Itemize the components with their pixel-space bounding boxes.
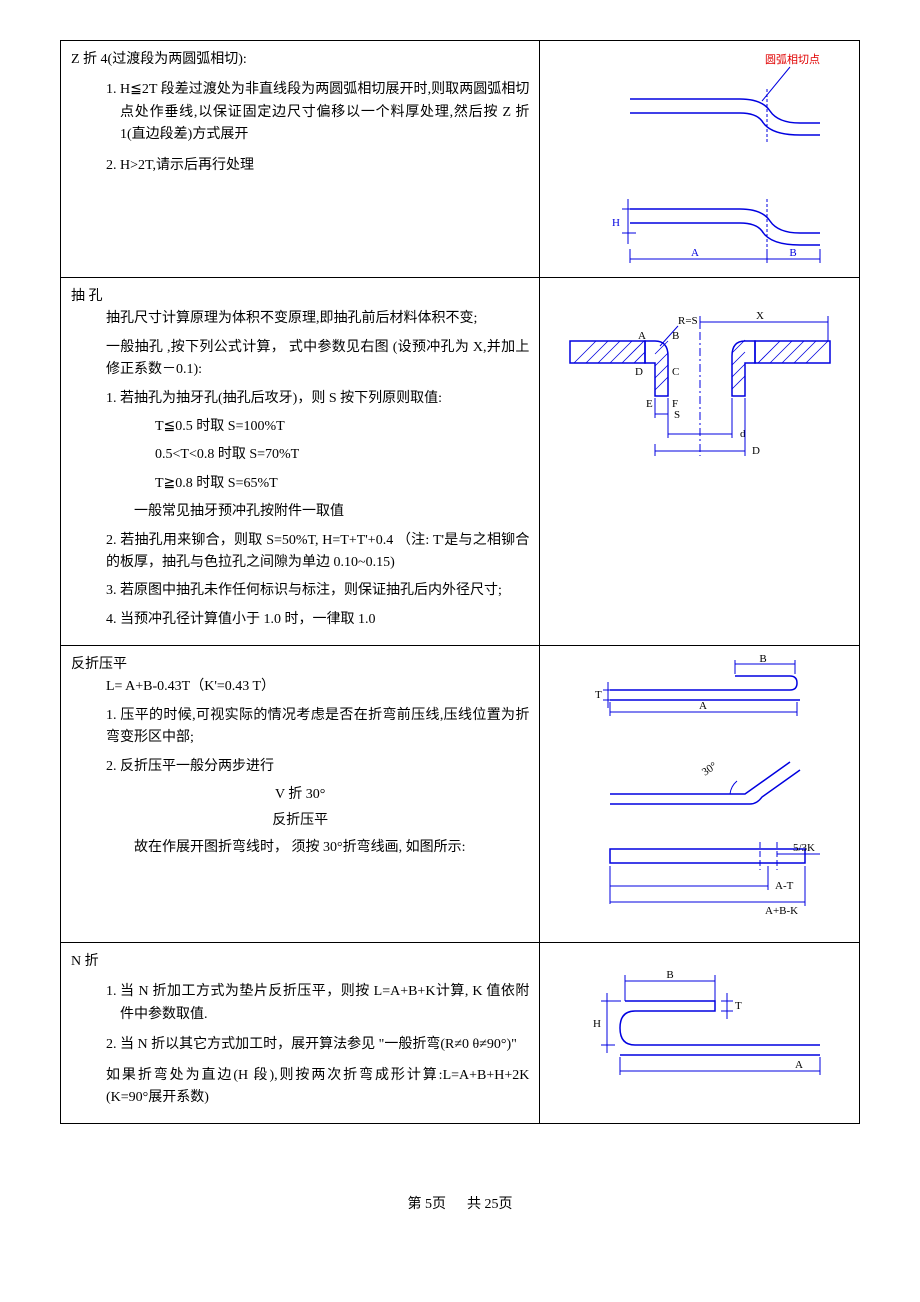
row4-list: 当 N 折加工方式为垫片反折压平，则按 L=A+B+K计算, K 值依附件中参数… — [71, 981, 529, 1056]
dim-H: H — [612, 217, 620, 229]
row2-sub-a: T≦0.5 时取 S=100%T — [71, 416, 529, 438]
row4-title: N 折 — [71, 951, 529, 973]
row4-diagram: B T H A — [540, 943, 860, 1124]
dim-AT: A-T — [775, 880, 794, 892]
tangent-label: 圆弧相切点 — [765, 52, 820, 66]
dim-B1: B — [759, 654, 766, 665]
row3-item2: 2. 反折压平一般分两步进行 — [71, 756, 529, 778]
svg-text:C: C — [672, 366, 679, 378]
dim-ang: 30° — [700, 760, 720, 779]
dim-Dcap: D — [752, 445, 760, 457]
svg-text:B: B — [672, 330, 679, 342]
row1-list: H≦2T 段差过渡处为非直线段为两圆弧相切展开时,则取两圆弧相切点处作垂线,以保… — [71, 79, 529, 177]
row3-title: 反折压平 — [71, 654, 529, 676]
dim-B: B — [789, 247, 796, 259]
row2-intro2: 一般抽孔 ,按下列公式计算， 式中参数见右图 (设预冲孔为 X,并加上修正系数－… — [71, 337, 529, 382]
row2-item4: 4. 当预冲孔径计算值小于 1.0 时，一律取 1.0 — [71, 609, 529, 631]
row2-item1: 1. 若抽孔为抽牙孔(抽孔后攻牙)，则 S 按下列原则取值: — [71, 388, 529, 410]
row2-diagram: X R=S A B D C E F S d D — [540, 278, 860, 646]
dim-R: R=S — [678, 315, 698, 327]
row3-diagram: B T A 30° 5/3K A-T A+B-K — [540, 646, 860, 943]
dim-ABK: A+B-K — [765, 905, 798, 917]
page-footer: 第 5页 共 25页 — [60, 1194, 860, 1216]
row2-sub-c: T≧0.8 时取 S=65%T — [71, 473, 529, 495]
svg-text:D: D — [635, 366, 643, 378]
row2-sub-d: 一般常见抽牙预冲孔按附件一取值 — [71, 501, 529, 523]
row4-note: 如果折弯处为直边(H 段),则按两次折弯成形计算:L=A+B+H+2K (K=9… — [71, 1065, 529, 1110]
dim-A1: A — [699, 700, 707, 712]
dim-T4: T — [735, 1000, 742, 1012]
dim-B4: B — [666, 969, 673, 981]
row1-diagram: 圆弧相切点 H A B — [540, 41, 860, 278]
row2-sub-b: 0.5<T<0.8 时取 S=70%T — [71, 444, 529, 466]
row1-text: Z 折 4(过渡段为两圆弧相切): H≦2T 段差过渡处为非直线段为两圆弧相切展… — [61, 41, 540, 278]
footer-total: 共 25页 — [467, 1197, 513, 1212]
svg-text:E: E — [646, 398, 653, 410]
row2-text: 抽 孔 抽孔尺寸计算原理为体积不变原理,即抽孔前后材料体积不变; 一般抽孔 ,按… — [61, 278, 540, 646]
row1-item-1: H≦2T 段差过渡处为非直线段为两圆弧相切展开时,则取两圆弧相切点处作垂线,以保… — [120, 79, 529, 146]
row1-title: Z 折 4(过渡段为两圆弧相切): — [71, 49, 529, 71]
dim-H4: H — [593, 1018, 601, 1030]
row2-item2: 2. 若抽孔用来铆合，则取 S=50%T, H=T+T'+0.4 （注: T'是… — [71, 530, 529, 575]
footer-page: 第 5页 — [408, 1197, 447, 1212]
row3-note: 故在作展开图折弯线时， 须按 30°折弯线画, 如图所示: — [71, 837, 529, 859]
row4-item-2: 当 N 折以其它方式加工时，展开算法参见 "一般折弯(R≠0 θ≠90°)" — [120, 1034, 529, 1056]
row4-item-1: 当 N 折加工方式为垫片反折压平，则按 L=A+B+K计算, K 值依附件中参数… — [120, 981, 529, 1026]
dim-A: A — [691, 247, 699, 259]
svg-text:A: A — [638, 330, 646, 342]
document-table: Z 折 4(过渡段为两圆弧相切): H≦2T 段差过渡处为非直线段为两圆弧相切展… — [60, 40, 860, 1124]
row3-text: 反折压平 L= A+B-0.43T（K'=0.43 T） 1. 压平的时候,可视… — [61, 646, 540, 943]
dim-k1: 5/3K — [793, 842, 815, 854]
row2-intro1: 抽孔尺寸计算原理为体积不变原理,即抽孔前后材料体积不变; — [71, 308, 529, 330]
row2-title: 抽 孔 — [71, 286, 529, 308]
row3-stepa: V 折 30° — [71, 784, 529, 806]
row3-stepb: 反折压平 — [71, 810, 529, 832]
dim-A4: A — [795, 1059, 803, 1071]
row3-item1: 1. 压平的时候,可视实际的情况考虑是否在折弯前压线,压线位置为折弯变形区中部; — [71, 705, 529, 750]
row1-item-2: H>2T,请示后再行处理 — [120, 155, 529, 177]
dim-S: S — [674, 409, 680, 421]
row2-item3: 3. 若原图中抽孔未作任何标识与标注，则保证抽孔后内外径尺寸; — [71, 580, 529, 602]
row3-formula: L= A+B-0.43T（K'=0.43 T） — [71, 676, 529, 698]
row4-text: N 折 当 N 折加工方式为垫片反折压平，则按 L=A+B+K计算, K 值依附… — [61, 943, 540, 1124]
dim-T: T — [595, 689, 602, 701]
dim-X: X — [756, 310, 764, 322]
